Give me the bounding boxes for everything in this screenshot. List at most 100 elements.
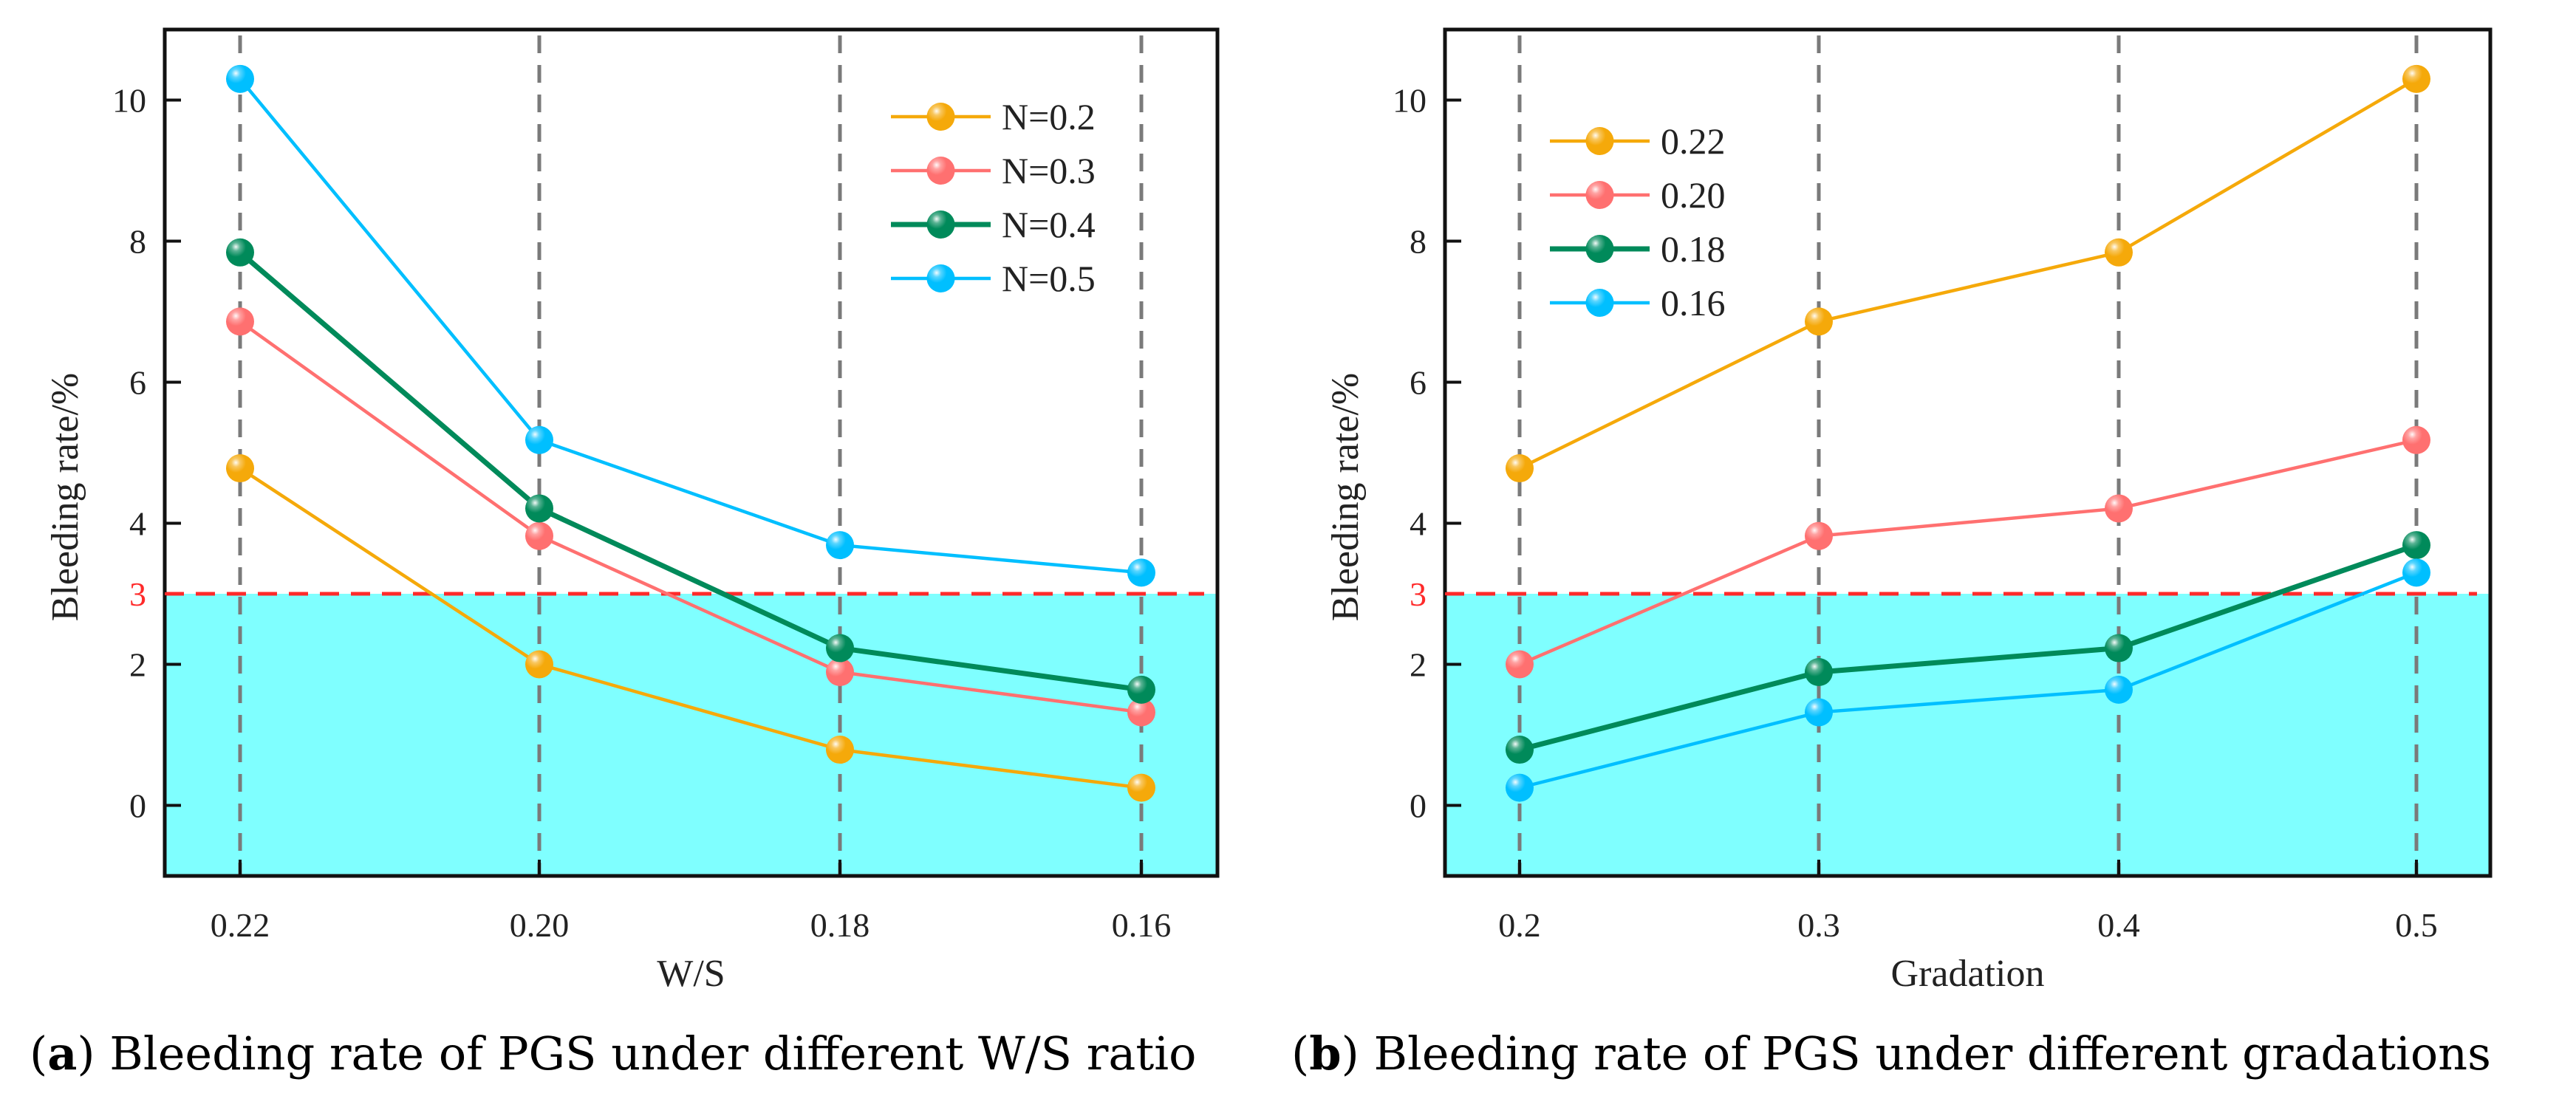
y-tick-label: 2 — [129, 646, 146, 684]
legend-label: N=0.3 — [1002, 150, 1096, 191]
legend-marker-highlight — [926, 103, 955, 131]
legend: N=0.2 N=0.3 N=0.4 N=0.5 — [891, 96, 1096, 299]
data-point-highlight — [2402, 558, 2430, 587]
data-point-highlight — [1127, 675, 1155, 704]
caption-a-text: Bleeding rate of PGS under different W/S… — [109, 1027, 1196, 1080]
series-line-N=0.3 — [239, 320, 1142, 714]
data-point-highlight — [226, 307, 254, 336]
caption-b-text: Bleeding rate of PGS under different gra… — [1373, 1027, 2490, 1080]
legend: 0.22 0.20 0.18 0.16 — [1550, 120, 1726, 323]
threshold-label: 3 — [129, 575, 146, 613]
data-point-highlight — [1805, 658, 1833, 687]
legend-label: 0.18 — [1661, 228, 1726, 270]
legend-marker-highlight — [926, 157, 955, 185]
x-tick-label: 0.20 — [510, 906, 570, 944]
x-axis-title: Gradation — [1891, 953, 2045, 995]
series-line-N=0.5 — [239, 78, 1142, 575]
legend-marker-highlight — [926, 264, 955, 292]
legend-label: N=0.2 — [1002, 96, 1096, 137]
data-point-highlight — [525, 494, 553, 523]
threshold-fill-region — [165, 594, 1217, 876]
y-tick-label: 0 — [1410, 787, 1427, 825]
legend-label: 0.20 — [1661, 174, 1726, 216]
panel-a-chart: 0 2 4 6 8 10 3 0.22 0.20 0.18 0.16 W/S Bleeding rate… — [44, 27, 1220, 995]
legend-label: 0.22 — [1661, 120, 1726, 162]
data-point-highlight — [1805, 698, 1833, 727]
threshold-fill-region — [1445, 594, 2490, 876]
caption-a-paren-close: ) — [77, 1027, 109, 1080]
x-tick-label: 0.18 — [810, 906, 870, 944]
data-point-highlight — [2105, 494, 2133, 523]
panel-b-chart: 0 2 4 6 8 10 3 0.2 0.3 0.4 0.5 Gradation Bleeding ra… — [1325, 27, 2493, 995]
y-axis-title: Bleeding rate/% — [44, 373, 86, 621]
data-point-highlight — [1805, 521, 1833, 550]
data-point-highlight — [2402, 425, 2430, 454]
data-point-highlight — [826, 531, 854, 560]
data-point-highlight — [1506, 454, 1534, 483]
plot-frame — [1443, 27, 2493, 878]
y-tick-label: 6 — [1410, 364, 1427, 402]
legend-marker-highlight — [1585, 289, 1614, 317]
data-point-highlight — [826, 736, 854, 764]
data-point-highlight — [2105, 675, 2133, 704]
data-point-highlight — [2105, 238, 2133, 267]
series-line-0.22 — [1519, 77, 2418, 470]
series-line-0.16 — [1519, 571, 2417, 790]
x-tick-label: 0.4 — [2097, 906, 2140, 944]
data-point-highlight — [525, 425, 553, 454]
data-point-highlight — [525, 650, 553, 679]
legend-marker-highlight — [1585, 181, 1614, 209]
data-point-highlight — [226, 238, 254, 267]
data-point-highlight — [1127, 773, 1155, 802]
series-line-0.20 — [1519, 438, 2417, 666]
x-axis-title: W/S — [657, 953, 725, 995]
data-point-highlight — [2402, 531, 2430, 560]
legend-label: N=0.4 — [1002, 204, 1096, 245]
data-point-highlight — [1506, 736, 1534, 764]
data-point-highlight — [525, 521, 553, 550]
y-tick-label: 8 — [129, 223, 146, 261]
legend-marker-highlight — [1585, 127, 1614, 155]
data-point-highlight — [2402, 64, 2430, 93]
caption-b: (b) Bleeding rate of PGS under different… — [1291, 1027, 2491, 1080]
legend-marker-highlight — [926, 210, 955, 239]
data-point-highlight — [226, 64, 254, 93]
threshold-label: 3 — [1410, 575, 1427, 613]
data-point-highlight — [226, 454, 254, 483]
y-tick-label: 2 — [1410, 646, 1427, 684]
y-tick-label: 4 — [129, 505, 146, 543]
y-tick-label: 8 — [1410, 223, 1427, 261]
caption-b-letter: b — [1309, 1027, 1341, 1080]
caption-b-paren-close: ) — [1342, 1027, 1374, 1080]
y-tick-label: 10 — [112, 82, 146, 120]
data-point-highlight — [1127, 698, 1155, 727]
caption-a-letter: a — [47, 1027, 77, 1080]
data-point-highlight — [826, 634, 854, 662]
y-tick-label: 6 — [129, 364, 146, 402]
x-tick-label: 0.3 — [1797, 906, 1840, 944]
data-point-highlight — [826, 658, 854, 687]
plot-frame — [163, 27, 1220, 878]
data-point-highlight — [1506, 650, 1534, 679]
legend-label: N=0.5 — [1002, 258, 1096, 299]
series-line-N=0.2 — [239, 467, 1142, 790]
x-tick-label: 0.16 — [1112, 906, 1172, 944]
data-point-highlight — [1506, 773, 1534, 802]
y-tick-label: 10 — [1393, 82, 1427, 120]
legend-label: 0.16 — [1661, 282, 1726, 323]
legend-marker-highlight — [1585, 235, 1614, 263]
y-tick-label: 4 — [1410, 505, 1427, 543]
series-line-0.18 — [1519, 542, 2418, 753]
data-point-highlight — [1805, 307, 1833, 336]
data-point-highlight — [1127, 558, 1155, 587]
caption-a-paren-open: ( — [30, 1027, 47, 1080]
y-tick-label: 0 — [129, 787, 146, 825]
caption-a: (a) Bleeding rate of PGS under different… — [30, 1027, 1196, 1080]
caption-b-paren-open: ( — [1291, 1027, 1309, 1080]
x-tick-label: 0.22 — [211, 906, 270, 944]
x-tick-label: 0.5 — [2395, 906, 2438, 944]
x-tick-label: 0.2 — [1498, 906, 1541, 944]
series-line-N=0.4 — [238, 250, 1142, 693]
y-axis-title: Bleeding rate/% — [1325, 373, 1367, 621]
